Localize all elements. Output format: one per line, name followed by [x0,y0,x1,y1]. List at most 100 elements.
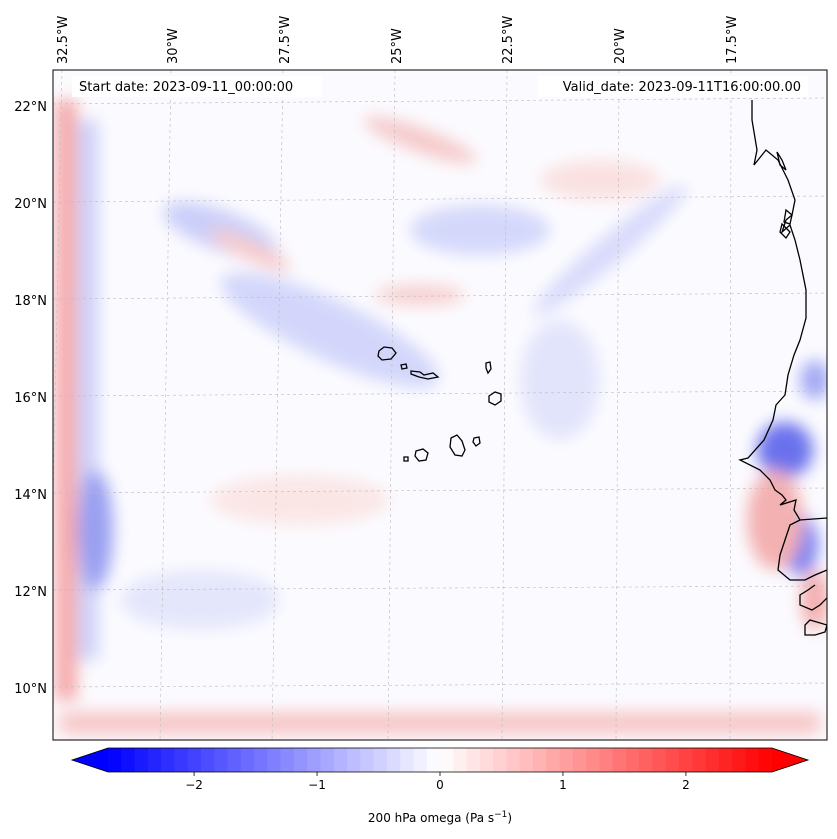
colorbar-segment [214,748,229,772]
colorbar-segment [586,748,600,772]
lon-label: 27.5°W [278,16,293,64]
colorbar-segment [227,748,242,772]
lon-label: 22.5°W [501,16,516,64]
blue-patch-senegal [757,422,813,478]
lon-label: 20°W [613,28,628,64]
island-sao-nicolau [410,370,440,380]
lat-label: 20°N [14,197,47,212]
colorbar-segment [453,748,468,772]
map-frame [52,69,828,741]
cape-verde-islands [377,346,502,462]
colorbar-segment [240,748,255,772]
colorbar-segment [506,748,521,772]
colorbar-segment [519,748,534,772]
red-patch-south [210,475,390,525]
blue-band-ne [532,184,688,316]
blue-patch-mid [520,320,600,440]
colorbar-segment [386,748,401,772]
colorbar-segment [732,748,747,772]
colorbar-title: 200 hPa omega (Pa s−1) [368,810,512,825]
colorbar-tick-label: −2 [185,778,203,792]
colorbar-segment [625,748,640,772]
colorbar-segment [705,748,720,772]
colorbar-segment [360,748,375,772]
red-band-nw [208,228,292,272]
colorbar-segment [426,748,441,772]
colorbar-tick-label: 1 [559,778,567,792]
lon-label: 32.5°W [56,16,71,64]
colorbar-segment [665,748,680,772]
lat-label: 14°N [14,488,47,503]
colorbar-segment [599,748,614,772]
red-patch-se-edge [801,570,827,630]
colorbar-segment [280,748,295,772]
lon-label: 17.5°W [725,16,740,64]
omega-field [55,100,827,734]
colorbar-segment [161,748,175,772]
island-fogo [414,448,429,462]
blue-band-north [220,272,440,388]
colorbar-segment [572,748,587,772]
colorbar-tick-label: 0 [436,778,444,792]
start-date-label: Start date: 2023-09-11_00:00:00 [79,80,293,95]
west-africa-coastline [738,100,827,636]
colorbar-min-extend [72,748,108,772]
colorbar-tick-label: −1 [308,778,326,792]
colorbar-segment [174,748,189,772]
south-boundary-red-band [60,712,820,734]
colorbar-segment [745,748,760,772]
colorbar-segment [612,748,627,772]
blue-patch-ne-edge [800,360,827,400]
colorbar-segment [307,748,322,772]
island-brava [403,456,409,462]
latitude-labels: 22°N 20°N 18°N 16°N 14°N 12°N 10°N [14,100,47,697]
red-patch-coast [747,470,803,570]
colorbar-ticks: −2 −1 0 1 2 [185,772,690,792]
island-sal [485,361,492,375]
valid-date-box [538,76,808,97]
colorbar-segment [267,748,282,772]
red-patch-ne [540,160,660,200]
map-background [53,70,827,740]
colorbar-segment [400,748,415,772]
colorbar-segment [559,748,574,772]
colorbar-segment [333,748,348,772]
colorbar-segments [108,748,773,772]
colorbar-segment [147,748,162,772]
map-panel: Start date: 2023-09-11_00:00:00 Valid_da… [53,70,827,740]
colorbar-segment [293,748,308,772]
colorbar-segment [466,748,481,772]
colorbar-segment [440,748,454,772]
colorbar-segment [652,748,667,772]
colorbar-outline [70,747,810,773]
colorbar-segment [479,748,494,772]
colorbar-segment [347,748,361,772]
red-band-center [375,285,465,305]
west-boundary-red-band [55,100,77,700]
date-labels: Start date: 2023-09-11_00:00:00 Valid_da… [72,76,808,97]
lon-label: 25°W [390,28,405,64]
lat-label: 10°N [14,682,47,697]
lat-label: 16°N [14,391,47,406]
valid-date-label: Valid_date: 2023-09-11T16:00:00.00 [563,80,801,95]
colorbar: −2 −1 0 1 2 200 hPa omega (Pa s−1) [70,747,810,825]
lat-label: 18°N [14,294,47,309]
colorbar-segment [373,748,388,772]
colorbar-segment [413,748,428,772]
island-boa-vista [488,391,502,406]
colorbar-segment [121,748,136,772]
red-band-north [363,116,477,164]
blue-patch-sw [120,570,280,630]
colorbar-segment [639,748,654,772]
colorbar-segment [187,748,202,772]
longitude-labels: 32.5°W 30°W 27.5°W 25°W 22.5°W 20°W 17.5… [56,16,740,64]
colorbar-segment [692,748,707,772]
colorbar-segment [254,748,268,772]
colorbar-segment [718,748,733,772]
blue-band-center [410,205,550,255]
lat-label: 12°N [14,585,47,600]
island-santiago [449,434,466,457]
colorbar-tick-label: 2 [682,778,690,792]
gridlines [53,70,827,740]
